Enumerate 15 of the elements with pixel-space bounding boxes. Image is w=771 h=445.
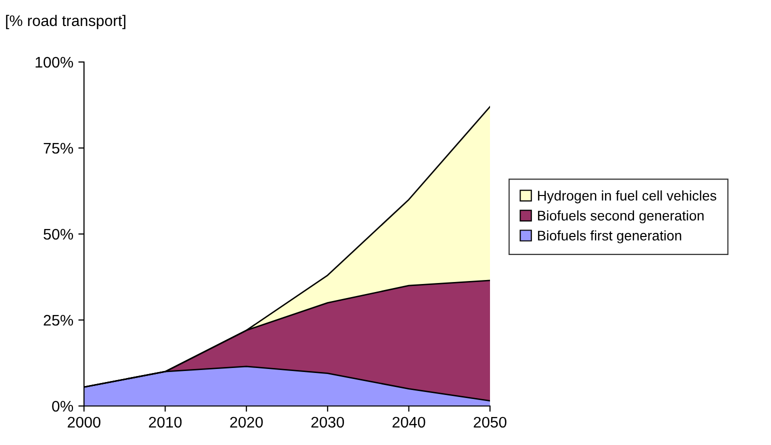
x-tick-label: 2050	[474, 416, 506, 428]
x-tick-label: 2020	[230, 416, 263, 428]
y-tick-label: 75%	[44, 142, 74, 154]
y-axis-title: [% road transport]	[6, 14, 126, 30]
y-tick-label: 50%	[44, 228, 74, 240]
y-tick-label: 25%	[44, 314, 74, 326]
x-tick-label: 2010	[148, 416, 182, 428]
legend-label: Biofuels first generation	[538, 230, 682, 244]
x-tick-label: 2030	[311, 416, 344, 428]
legend-label: Biofuels second generation	[538, 210, 704, 224]
y-tick-label: 100%	[36, 56, 74, 68]
y-tick-label: 0%	[52, 400, 74, 412]
legend-label: Hydrogen in fuel cell vehicles	[538, 190, 716, 204]
x-tick-label: 2000	[68, 416, 100, 428]
x-tick-label: 2040	[392, 416, 426, 428]
